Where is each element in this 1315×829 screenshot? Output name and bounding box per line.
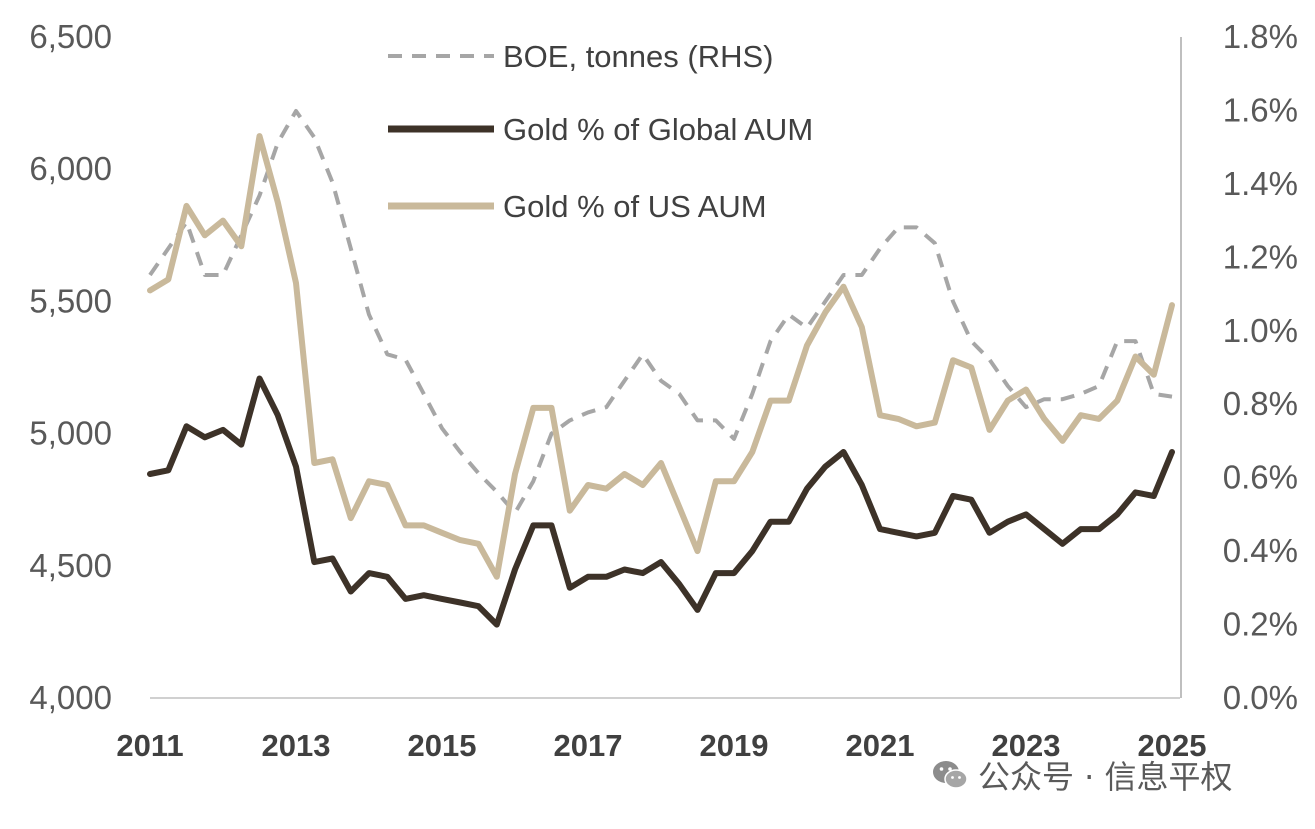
series-line-boe-tonnes-rhs	[148, 109, 1173, 515]
watermark-text: 公众号 · 信息平权	[978, 758, 1233, 796]
left-tick-label: 6,000	[29, 150, 112, 187]
series-line-gold-of-us-aum	[147, 133, 1175, 580]
right-tick-label: 0.2%	[1223, 606, 1298, 643]
legend-label: Gold % of Global AUM	[503, 112, 813, 147]
wechat-icon	[933, 761, 968, 789]
x-tick-label: 2011	[116, 728, 183, 763]
left-tick-label: 4,500	[29, 547, 112, 584]
right-tick-label: 1.4%	[1223, 165, 1298, 202]
x-tick-label: 2015	[408, 728, 477, 763]
right-axis-ticks: 0.0% 0.2% 0.4% 0.6% 0.8% 1.0% 1.2% 1.4% 1.6% 1.8%	[1223, 18, 1298, 716]
right-tick-label: 0.0%	[1223, 679, 1298, 716]
x-tick-label: 2019	[700, 728, 769, 763]
watermark: 公众号 · 信息平权	[932, 752, 1233, 798]
legend-label: Gold % of US AUM	[503, 189, 767, 224]
left-tick-label: 5,000	[29, 415, 112, 452]
right-tick-label: 1.6%	[1223, 91, 1298, 128]
right-tick-label: 1.0%	[1223, 312, 1298, 349]
right-tick-label: 0.8%	[1223, 385, 1298, 422]
left-tick-label: 4,000	[29, 679, 112, 716]
x-tick-label: 2023	[992, 728, 1061, 763]
x-tick-label: 2025	[1138, 728, 1207, 763]
legend: BOE, tonnes (RHS) Gold % of Global AUM Gol…	[388, 39, 813, 224]
x-tick-label: 2017	[554, 728, 623, 763]
x-tick-label: 2013	[262, 728, 331, 763]
legend-label: BOE, tonnes (RHS)	[503, 39, 773, 74]
left-axis-ticks: 4,000 4,500 5,000 5,500 6,000 6,500	[29, 18, 112, 716]
series-layer	[147, 109, 1175, 628]
x-tick-label: 2021	[846, 728, 915, 763]
series-line-gold-of-global-aum	[147, 375, 1175, 628]
x-axis-ticks: 2011 2013 2015 2017 2019 2021 2023 2025	[116, 728, 1206, 763]
left-tick-label: 5,500	[29, 282, 112, 319]
right-tick-label: 1.2%	[1223, 238, 1298, 275]
right-tick-label: 1.8%	[1223, 18, 1298, 55]
right-tick-label: 0.6%	[1223, 459, 1298, 496]
left-tick-label: 6,500	[29, 18, 112, 55]
right-tick-label: 0.4%	[1223, 532, 1298, 569]
